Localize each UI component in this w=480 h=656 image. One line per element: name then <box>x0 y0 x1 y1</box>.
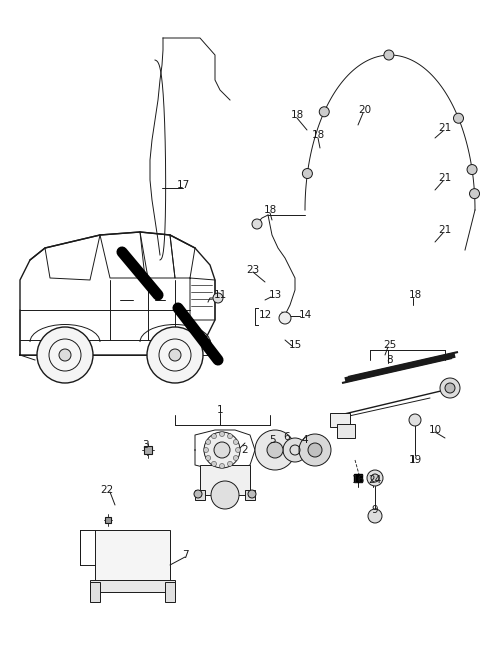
Text: 21: 21 <box>438 173 452 183</box>
Circle shape <box>37 327 93 383</box>
Text: 9: 9 <box>372 505 378 515</box>
Text: 15: 15 <box>288 340 301 350</box>
Text: 22: 22 <box>100 485 114 495</box>
Text: 8: 8 <box>387 355 393 365</box>
Text: 10: 10 <box>429 425 442 435</box>
Circle shape <box>283 438 307 462</box>
Bar <box>90 580 175 592</box>
Bar <box>200 465 250 495</box>
Circle shape <box>169 349 181 361</box>
Text: 21: 21 <box>438 225 452 235</box>
Text: 6: 6 <box>284 432 290 442</box>
Text: 11: 11 <box>214 290 227 300</box>
Bar <box>330 413 350 427</box>
Circle shape <box>279 312 291 324</box>
Circle shape <box>147 327 203 383</box>
Circle shape <box>233 455 239 461</box>
Circle shape <box>467 165 477 174</box>
Circle shape <box>299 434 331 466</box>
Text: 1: 1 <box>216 405 223 415</box>
Text: 18: 18 <box>290 110 304 120</box>
Text: 18: 18 <box>264 205 276 215</box>
Circle shape <box>252 219 262 229</box>
Text: 21: 21 <box>438 123 452 133</box>
Circle shape <box>212 461 216 466</box>
Text: 12: 12 <box>258 310 272 320</box>
Text: 16: 16 <box>351 475 365 485</box>
Circle shape <box>213 293 223 303</box>
Text: 18: 18 <box>408 290 421 300</box>
Circle shape <box>205 440 211 445</box>
Text: 20: 20 <box>359 105 372 115</box>
Circle shape <box>371 474 379 482</box>
Text: 23: 23 <box>246 265 260 275</box>
Text: 3: 3 <box>142 440 148 450</box>
Circle shape <box>409 414 421 426</box>
Circle shape <box>302 169 312 178</box>
Text: 7: 7 <box>182 550 188 560</box>
Text: 19: 19 <box>408 455 421 465</box>
Text: 17: 17 <box>176 180 190 190</box>
Circle shape <box>368 509 382 523</box>
Circle shape <box>194 490 202 498</box>
Circle shape <box>228 461 232 466</box>
Text: 4: 4 <box>302 435 308 445</box>
Text: 18: 18 <box>312 130 324 140</box>
Circle shape <box>267 442 283 458</box>
Bar <box>95 530 170 585</box>
Circle shape <box>219 432 225 436</box>
Circle shape <box>384 50 394 60</box>
Circle shape <box>204 447 208 453</box>
Circle shape <box>214 442 230 458</box>
Circle shape <box>255 430 295 470</box>
Circle shape <box>454 113 464 123</box>
Circle shape <box>308 443 322 457</box>
Bar <box>245 490 255 500</box>
Text: 2: 2 <box>242 445 248 455</box>
Circle shape <box>236 447 240 453</box>
Bar <box>195 490 205 500</box>
Circle shape <box>205 455 211 461</box>
Circle shape <box>228 434 232 439</box>
Text: 25: 25 <box>384 340 396 350</box>
Circle shape <box>440 378 460 398</box>
Circle shape <box>211 481 239 509</box>
Bar <box>337 424 355 438</box>
Text: 13: 13 <box>268 290 282 300</box>
Bar <box>165 582 175 602</box>
Circle shape <box>445 383 455 393</box>
Text: 5: 5 <box>269 435 276 445</box>
Circle shape <box>469 189 480 199</box>
Text: 24: 24 <box>368 475 382 485</box>
Circle shape <box>319 107 329 117</box>
Circle shape <box>204 432 240 468</box>
Circle shape <box>59 349 71 361</box>
Circle shape <box>212 434 216 439</box>
Text: 14: 14 <box>299 310 312 320</box>
Circle shape <box>248 490 256 498</box>
Circle shape <box>219 464 225 468</box>
Circle shape <box>233 440 239 445</box>
Circle shape <box>367 470 383 486</box>
Bar <box>90 582 100 602</box>
